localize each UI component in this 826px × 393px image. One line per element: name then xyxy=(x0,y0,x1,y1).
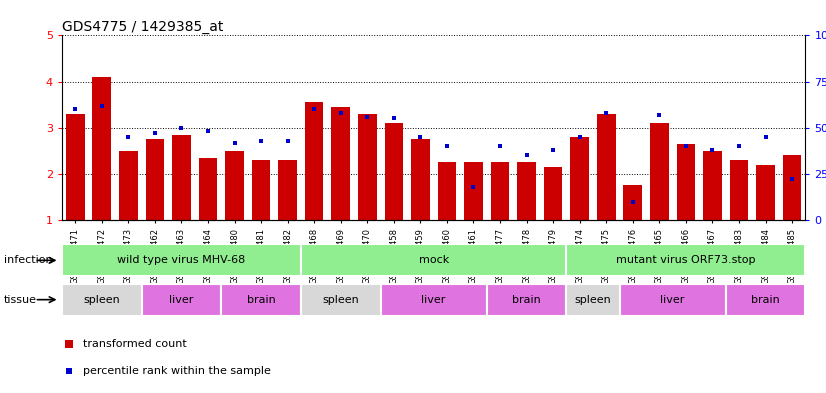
Bar xyxy=(567,244,805,276)
Bar xyxy=(305,102,324,220)
Bar xyxy=(464,162,482,220)
Text: brain: brain xyxy=(512,295,541,305)
Bar xyxy=(331,107,350,220)
Bar xyxy=(544,167,563,220)
Bar xyxy=(381,284,487,316)
Bar xyxy=(301,244,567,276)
Text: mock: mock xyxy=(419,255,449,265)
Text: GDS4775 / 1429385_at: GDS4775 / 1429385_at xyxy=(62,20,223,34)
Bar xyxy=(145,139,164,220)
Bar xyxy=(66,114,84,220)
Text: mutant virus ORF73.stop: mutant virus ORF73.stop xyxy=(616,255,756,265)
Bar xyxy=(517,162,536,220)
Bar xyxy=(729,160,748,220)
Bar xyxy=(726,284,805,316)
Bar xyxy=(221,284,301,316)
Bar xyxy=(62,244,301,276)
Text: tissue: tissue xyxy=(4,295,37,305)
Bar xyxy=(491,162,510,220)
Bar xyxy=(358,114,377,220)
Bar xyxy=(411,139,430,220)
Text: brain: brain xyxy=(751,295,780,305)
Bar xyxy=(757,165,775,220)
Bar xyxy=(438,162,456,220)
Text: transformed count: transformed count xyxy=(83,339,187,349)
Bar xyxy=(567,284,620,316)
Text: spleen: spleen xyxy=(322,295,359,305)
Bar xyxy=(119,151,138,220)
Bar xyxy=(93,77,111,220)
Bar xyxy=(62,284,141,316)
Text: brain: brain xyxy=(247,295,275,305)
Bar xyxy=(487,284,567,316)
Bar xyxy=(278,160,297,220)
Text: liver: liver xyxy=(661,295,685,305)
Text: percentile rank within the sample: percentile rank within the sample xyxy=(83,366,271,376)
Bar xyxy=(385,123,403,220)
Bar xyxy=(199,158,217,220)
Text: spleen: spleen xyxy=(83,295,120,305)
Bar xyxy=(676,144,695,220)
Bar xyxy=(225,151,244,220)
Text: wild type virus MHV-68: wild type virus MHV-68 xyxy=(117,255,245,265)
Text: spleen: spleen xyxy=(575,295,611,305)
Bar xyxy=(252,160,270,220)
Text: liver: liver xyxy=(421,295,446,305)
Bar xyxy=(301,284,381,316)
Bar xyxy=(597,114,615,220)
Bar xyxy=(624,185,642,220)
Bar xyxy=(172,135,191,220)
Text: liver: liver xyxy=(169,295,193,305)
Bar xyxy=(783,156,801,220)
Bar xyxy=(703,151,722,220)
Bar xyxy=(141,284,221,316)
Bar xyxy=(620,284,726,316)
Bar xyxy=(650,123,668,220)
Bar xyxy=(571,137,589,220)
Text: infection: infection xyxy=(4,255,53,265)
